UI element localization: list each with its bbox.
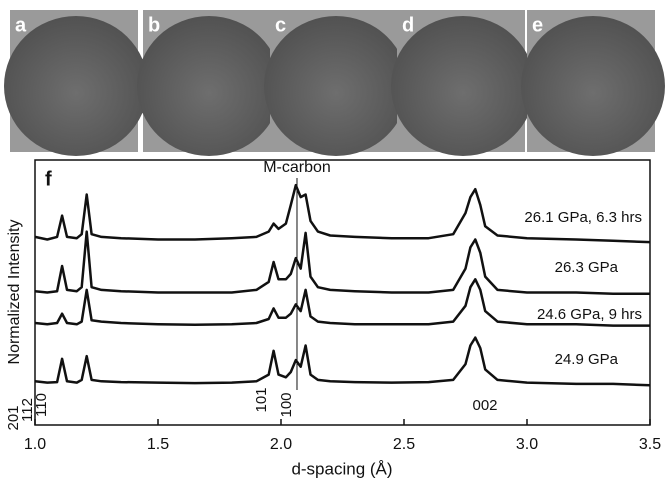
x-tick-label: 1.0 [24, 436, 46, 453]
x-tick-label: 3.0 [516, 436, 538, 453]
photo-disc [391, 16, 535, 156]
photo-label: d [402, 14, 414, 36]
photo-disc [137, 16, 281, 156]
series-label: 26.3 GPa [555, 259, 619, 276]
series-label: 24.6 GPa, 9 hrs [537, 306, 642, 323]
peak-label: 002 [472, 397, 497, 414]
trace [34, 336, 651, 387]
series-label: 24.9 GPa [555, 351, 619, 368]
trace [34, 230, 650, 296]
photo-strip: a b c d e [4, 10, 665, 156]
trace [34, 183, 651, 244]
photo-label: e [532, 14, 543, 36]
photo-disc [264, 16, 408, 156]
x-tick-label: 2.5 [393, 436, 415, 453]
x-tick-label: 3.5 [639, 436, 661, 453]
photo-disc [4, 16, 148, 156]
peak-label: 100 [278, 392, 295, 417]
peak-label: 112 [19, 398, 36, 422]
x-tick-label: 2.0 [270, 436, 292, 453]
x-axis-label: d-spacing (Å) [291, 459, 392, 478]
panel-label: f [45, 168, 52, 190]
y-axis-label: Normalized Intensity [6, 220, 23, 365]
series-label: 26.1 GPa, 6.3 hrs [524, 209, 642, 226]
plot-frame [34, 159, 651, 426]
photo-label: b [148, 14, 160, 36]
peak-label: 101 [253, 387, 270, 412]
photo-label: c [275, 14, 286, 36]
marker-label: M-carbon [263, 159, 331, 176]
photo-disc [521, 16, 665, 156]
peak-label: 110 [33, 393, 50, 417]
peak-label: 201 [5, 405, 22, 430]
photo-label: a [15, 14, 27, 36]
x-tick-label: 1.5 [147, 436, 169, 453]
trace [34, 278, 650, 327]
